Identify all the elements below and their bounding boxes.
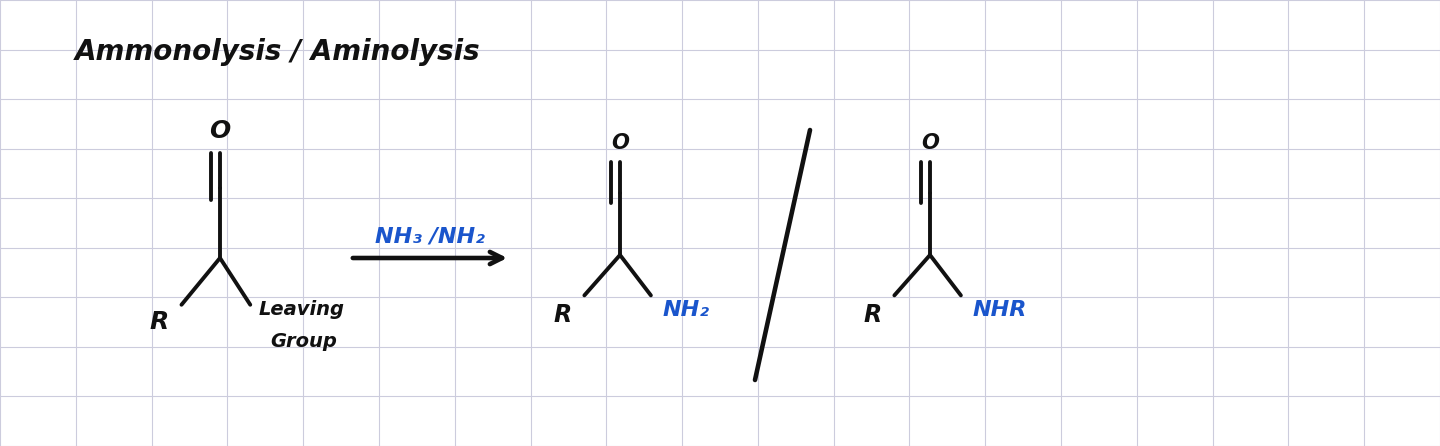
- Text: Leaving: Leaving: [258, 300, 344, 319]
- Text: Group: Group: [271, 332, 337, 351]
- Text: NH₃ /NH₂: NH₃ /NH₂: [374, 226, 485, 246]
- Text: O: O: [209, 119, 230, 143]
- Text: NH₂: NH₂: [662, 300, 710, 319]
- Text: R: R: [864, 302, 881, 326]
- Text: O: O: [922, 133, 939, 153]
- Text: R: R: [150, 310, 168, 334]
- Text: NHR: NHR: [972, 300, 1027, 319]
- Text: R: R: [553, 302, 572, 326]
- Text: O: O: [611, 133, 629, 153]
- Text: Ammonolysis / Aminolysis: Ammonolysis / Aminolysis: [75, 38, 481, 66]
